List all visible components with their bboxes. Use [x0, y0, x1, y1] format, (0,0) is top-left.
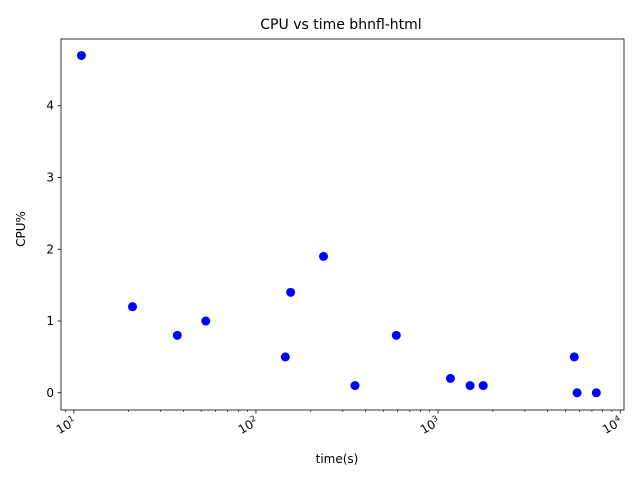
data-point: [201, 316, 211, 326]
data-point: [478, 381, 488, 391]
data-point: [391, 330, 401, 340]
y-tick-label: 3: [46, 170, 54, 184]
data-point: [572, 388, 582, 398]
y-tick-label: 2: [46, 242, 54, 256]
y-tick-label: 1: [46, 314, 54, 328]
data-point: [319, 251, 329, 261]
data-point: [76, 51, 86, 61]
data-point: [286, 287, 296, 297]
data-point: [569, 352, 579, 362]
data-point: [280, 352, 290, 362]
chart-title: CPU vs time bhnfl-html: [260, 17, 421, 33]
data-point: [591, 388, 601, 398]
y-tick-label: 0: [46, 386, 54, 400]
data-point: [465, 381, 475, 391]
data-point: [445, 373, 455, 383]
data-point: [128, 302, 138, 312]
data-point: [172, 330, 182, 340]
data-point: [350, 381, 360, 391]
x-axis-label: time(s): [316, 452, 359, 466]
plot-frame: [60, 38, 625, 411]
y-axis-label: CPU%: [14, 211, 28, 247]
y-tick-label: 4: [46, 99, 54, 113]
